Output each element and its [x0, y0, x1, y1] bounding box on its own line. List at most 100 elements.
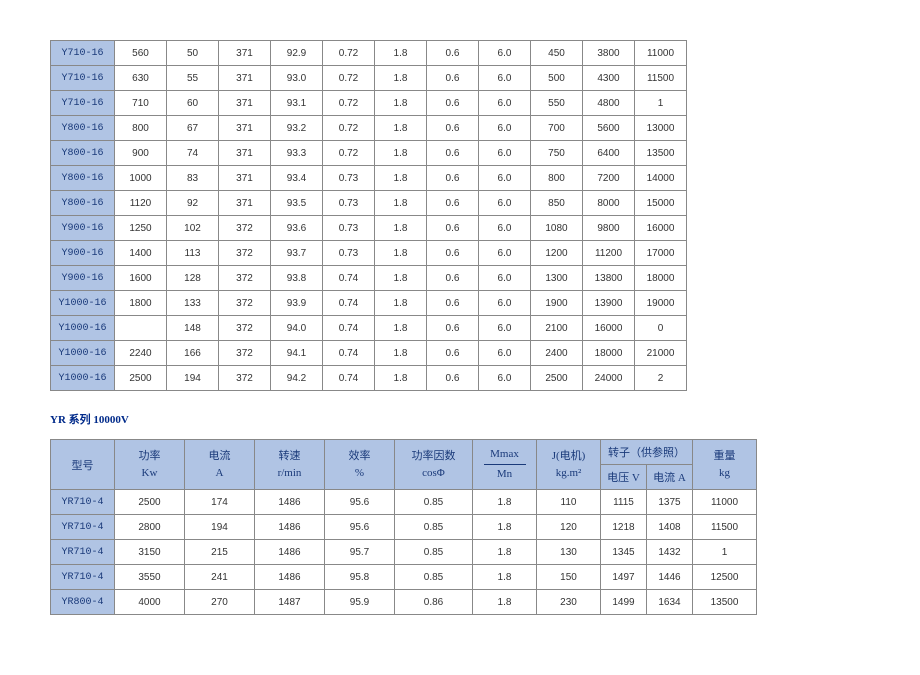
data-cell: 55: [167, 66, 219, 91]
data-cell: 1115: [601, 490, 647, 515]
data-cell: 13900: [583, 291, 635, 316]
table-row: Y900-16160012837293.80.741.80.66.0130013…: [51, 266, 687, 291]
data-cell: 60: [167, 91, 219, 116]
data-cell: 1.8: [473, 590, 537, 615]
data-cell: 1446: [647, 565, 693, 590]
data-cell: 11500: [693, 515, 757, 540]
data-cell: 6.0: [479, 116, 531, 141]
data-cell: 2500: [115, 366, 167, 391]
data-cell: 2800: [115, 515, 185, 540]
data-cell: 1.8: [473, 565, 537, 590]
data-cell: 4300: [583, 66, 635, 91]
hdr-eff: 效率%: [325, 440, 395, 490]
model-cell: Y710-16: [51, 66, 115, 91]
data-cell: 0.74: [323, 366, 375, 391]
hdr-rotor-group: 转子（供参照）: [601, 440, 693, 465]
data-cell: 4000: [115, 590, 185, 615]
data-cell: 11000: [635, 41, 687, 66]
data-cell: 6.0: [479, 291, 531, 316]
model-cell: YR710-4: [51, 565, 115, 590]
data-cell: 6.0: [479, 41, 531, 66]
data-cell: 0.6: [427, 216, 479, 241]
data-cell: 93.9: [271, 291, 323, 316]
table-row: Y800-169007437193.30.721.80.66.075064001…: [51, 141, 687, 166]
data-cell: 1486: [255, 565, 325, 590]
data-cell: 120: [537, 515, 601, 540]
data-cell: 14000: [635, 166, 687, 191]
hdr-current: 电流A: [185, 440, 255, 490]
table-row: Y1000-1614837294.00.741.80.66.0210016000…: [51, 316, 687, 341]
data-cell: 150: [537, 565, 601, 590]
table-row: YR710-42800194148695.60.851.812012181408…: [51, 515, 757, 540]
data-cell: 1080: [531, 216, 583, 241]
model-cell: Y800-16: [51, 116, 115, 141]
data-cell: 0.6: [427, 91, 479, 116]
data-cell: 1.8: [375, 266, 427, 291]
data-cell: 372: [219, 291, 271, 316]
data-cell: 0.72: [323, 41, 375, 66]
hdr-rotor-v: 电压 V: [601, 465, 647, 490]
data-cell: 6.0: [479, 166, 531, 191]
table2-header-row-1: 型号 功率Kw 电流A 转速r/min 效率% 功率因数cosΦ Mmax Mn…: [51, 440, 757, 465]
data-cell: 1: [693, 540, 757, 565]
table-row: Y800-168006737193.20.721.80.66.070056001…: [51, 116, 687, 141]
data-cell: 371: [219, 91, 271, 116]
data-cell: 6400: [583, 141, 635, 166]
data-cell: 0: [635, 316, 687, 341]
data-cell: 194: [167, 366, 219, 391]
data-cell: 550: [531, 91, 583, 116]
data-cell: 0.72: [323, 116, 375, 141]
data-cell: 1.8: [375, 341, 427, 366]
data-cell: 372: [219, 266, 271, 291]
data-cell: 93.1: [271, 91, 323, 116]
data-cell: 1: [635, 91, 687, 116]
data-cell: 6.0: [479, 241, 531, 266]
model-cell: Y800-16: [51, 191, 115, 216]
data-cell: 94.1: [271, 341, 323, 366]
data-cell: 1.8: [375, 241, 427, 266]
model-cell: Y900-16: [51, 241, 115, 266]
table-row: Y1000-16180013337293.90.741.80.66.019001…: [51, 291, 687, 316]
data-cell: 9800: [583, 216, 635, 241]
data-cell: 13500: [635, 141, 687, 166]
data-cell: 270: [185, 590, 255, 615]
model-cell: Y710-16: [51, 41, 115, 66]
data-cell: 128: [167, 266, 219, 291]
data-cell: 6.0: [479, 191, 531, 216]
data-cell: 0.74: [323, 266, 375, 291]
data-cell: 1345: [601, 540, 647, 565]
hdr-rotor-a: 电流 A: [647, 465, 693, 490]
data-cell: 130: [537, 540, 601, 565]
table-row: YR710-43150215148695.70.851.813013451432…: [51, 540, 757, 565]
data-cell: 94.0: [271, 316, 323, 341]
data-cell: 6.0: [479, 266, 531, 291]
data-cell: 1.8: [473, 515, 537, 540]
data-cell: 230: [537, 590, 601, 615]
data-cell: 0.73: [323, 191, 375, 216]
data-cell: 1.8: [375, 41, 427, 66]
data-cell: 372: [219, 216, 271, 241]
data-cell: 21000: [635, 341, 687, 366]
data-cell: 93.7: [271, 241, 323, 266]
table-row: Y900-16125010237293.60.731.80.66.0108098…: [51, 216, 687, 241]
data-cell: 2100: [531, 316, 583, 341]
data-cell: 1486: [255, 540, 325, 565]
data-cell: 850: [531, 191, 583, 216]
data-cell: 1.8: [375, 166, 427, 191]
data-cell: 1.8: [375, 141, 427, 166]
data-cell: 371: [219, 191, 271, 216]
model-cell: Y900-16: [51, 266, 115, 291]
data-cell: 94.2: [271, 366, 323, 391]
data-cell: 1.8: [375, 191, 427, 216]
data-cell: 1408: [647, 515, 693, 540]
data-cell: 6.0: [479, 91, 531, 116]
data-cell: 372: [219, 366, 271, 391]
data-cell: 1487: [255, 590, 325, 615]
data-cell: 0.73: [323, 166, 375, 191]
data-cell: 93.8: [271, 266, 323, 291]
data-cell: 500: [531, 66, 583, 91]
data-cell: 92: [167, 191, 219, 216]
data-cell: 1.8: [473, 490, 537, 515]
data-cell: 1634: [647, 590, 693, 615]
data-cell: 1300: [531, 266, 583, 291]
